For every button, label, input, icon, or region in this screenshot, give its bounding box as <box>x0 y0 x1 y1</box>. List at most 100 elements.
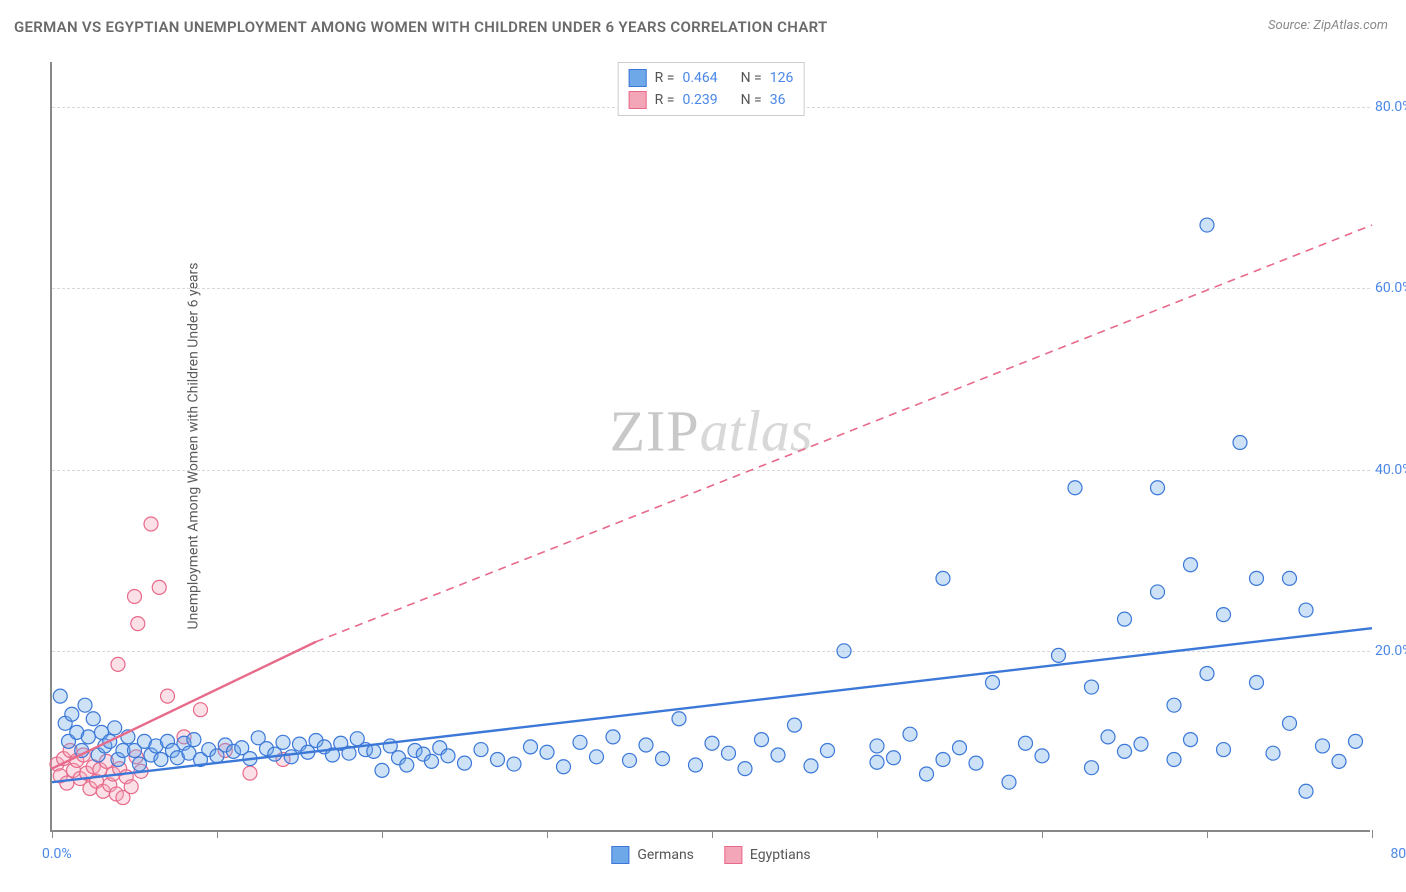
chart-source: Source: ZipAtlas.com <box>1268 18 1388 33</box>
data-point <box>1134 737 1148 751</box>
data-point <box>870 755 884 769</box>
data-point <box>1151 585 1165 599</box>
data-point <box>1250 676 1264 690</box>
trend-line <box>316 225 1372 642</box>
y-tick-label: 20.0% <box>1375 643 1406 659</box>
x-tick <box>712 830 713 838</box>
y-tick-label: 40.0% <box>1375 462 1406 478</box>
data-point <box>1035 749 1049 763</box>
data-point <box>1266 746 1280 760</box>
x-tick <box>1207 830 1208 838</box>
data-point <box>161 689 175 703</box>
data-point <box>108 721 122 735</box>
x-tick <box>217 830 218 838</box>
stats-r-egyptians: 0.239 <box>682 89 717 111</box>
stats-n-egyptians: 36 <box>770 89 786 111</box>
data-point <box>60 776 74 790</box>
data-point <box>606 730 620 744</box>
data-point <box>1167 753 1181 767</box>
stats-n-germans: 126 <box>770 67 794 89</box>
data-point <box>722 746 736 760</box>
data-point <box>804 759 818 773</box>
data-point <box>144 517 158 531</box>
data-point <box>86 712 100 726</box>
x-tick <box>877 830 878 838</box>
data-point <box>573 735 587 749</box>
data-point <box>788 718 802 732</box>
data-point <box>590 750 604 764</box>
plot-area: ZIPatlas 20.0%40.0%60.0%80.0% 0.0% 80.0%… <box>50 62 1370 832</box>
data-point <box>65 707 79 721</box>
chart-title: GERMAN VS EGYPTIAN UNEMPLOYMENT AMONG WO… <box>14 18 828 36</box>
data-point <box>53 689 67 703</box>
data-point <box>771 748 785 762</box>
data-point <box>367 744 381 758</box>
stats-r-germans: 0.464 <box>682 67 717 89</box>
data-point <box>1299 603 1313 617</box>
data-point <box>1085 680 1099 694</box>
data-point <box>1151 481 1165 495</box>
data-point <box>1200 218 1214 232</box>
legend-label-egyptians: Egyptians <box>750 847 811 863</box>
legend-label-germans: Germans <box>637 847 694 863</box>
data-point <box>1283 716 1297 730</box>
data-point <box>557 760 571 774</box>
data-point <box>1217 743 1231 757</box>
data-point <box>243 766 257 780</box>
data-point <box>969 756 983 770</box>
data-point <box>920 767 934 781</box>
data-point <box>284 750 298 764</box>
data-point <box>903 727 917 741</box>
legend-item-germans: Germans <box>611 846 694 864</box>
data-point <box>276 735 290 749</box>
data-point <box>268 747 282 761</box>
data-point <box>755 733 769 747</box>
data-point <box>1118 744 1132 758</box>
data-point <box>507 757 521 771</box>
data-point <box>936 753 950 767</box>
data-point <box>78 698 92 712</box>
data-point <box>375 763 389 777</box>
bottom-legend: Germans Egyptians <box>611 846 810 864</box>
stats-legend: R = 0.464 N = 126 R = 0.239 N = 36 <box>618 62 805 116</box>
data-point <box>1200 666 1214 680</box>
data-point <box>1316 739 1330 753</box>
data-point <box>1085 761 1099 775</box>
data-point <box>639 738 653 752</box>
data-point <box>132 757 146 771</box>
stats-n-label: N = <box>741 67 762 89</box>
data-point <box>953 741 967 755</box>
data-point <box>491 753 505 767</box>
x-tick <box>52 830 53 838</box>
stats-n-label: N = <box>741 89 762 111</box>
data-point <box>936 571 950 585</box>
swatch-germans <box>611 846 629 864</box>
stats-r-label: R = <box>655 89 675 111</box>
data-point <box>81 730 95 744</box>
swatch-egyptians <box>629 91 647 109</box>
data-point <box>128 589 142 603</box>
x-tick <box>547 830 548 838</box>
data-point <box>1332 754 1346 768</box>
data-point <box>837 644 851 658</box>
y-tick-label: 60.0% <box>1375 280 1406 296</box>
y-tick-label: 80.0% <box>1375 99 1406 115</box>
data-point <box>154 753 168 767</box>
data-point <box>540 745 554 759</box>
data-point <box>821 743 835 757</box>
data-point <box>111 657 125 671</box>
chart-svg <box>52 62 1370 830</box>
x-tick-label-min: 0.0% <box>42 846 72 862</box>
stats-row-egyptians: R = 0.239 N = 36 <box>629 89 794 111</box>
data-point <box>187 733 201 747</box>
data-point <box>1299 784 1313 798</box>
data-point <box>672 712 686 726</box>
data-point <box>524 740 538 754</box>
data-point <box>458 756 472 770</box>
data-point <box>425 754 439 768</box>
data-point <box>1217 608 1231 622</box>
data-point <box>1068 481 1082 495</box>
data-point <box>656 752 670 766</box>
data-point <box>1233 435 1247 449</box>
data-point <box>1002 775 1016 789</box>
